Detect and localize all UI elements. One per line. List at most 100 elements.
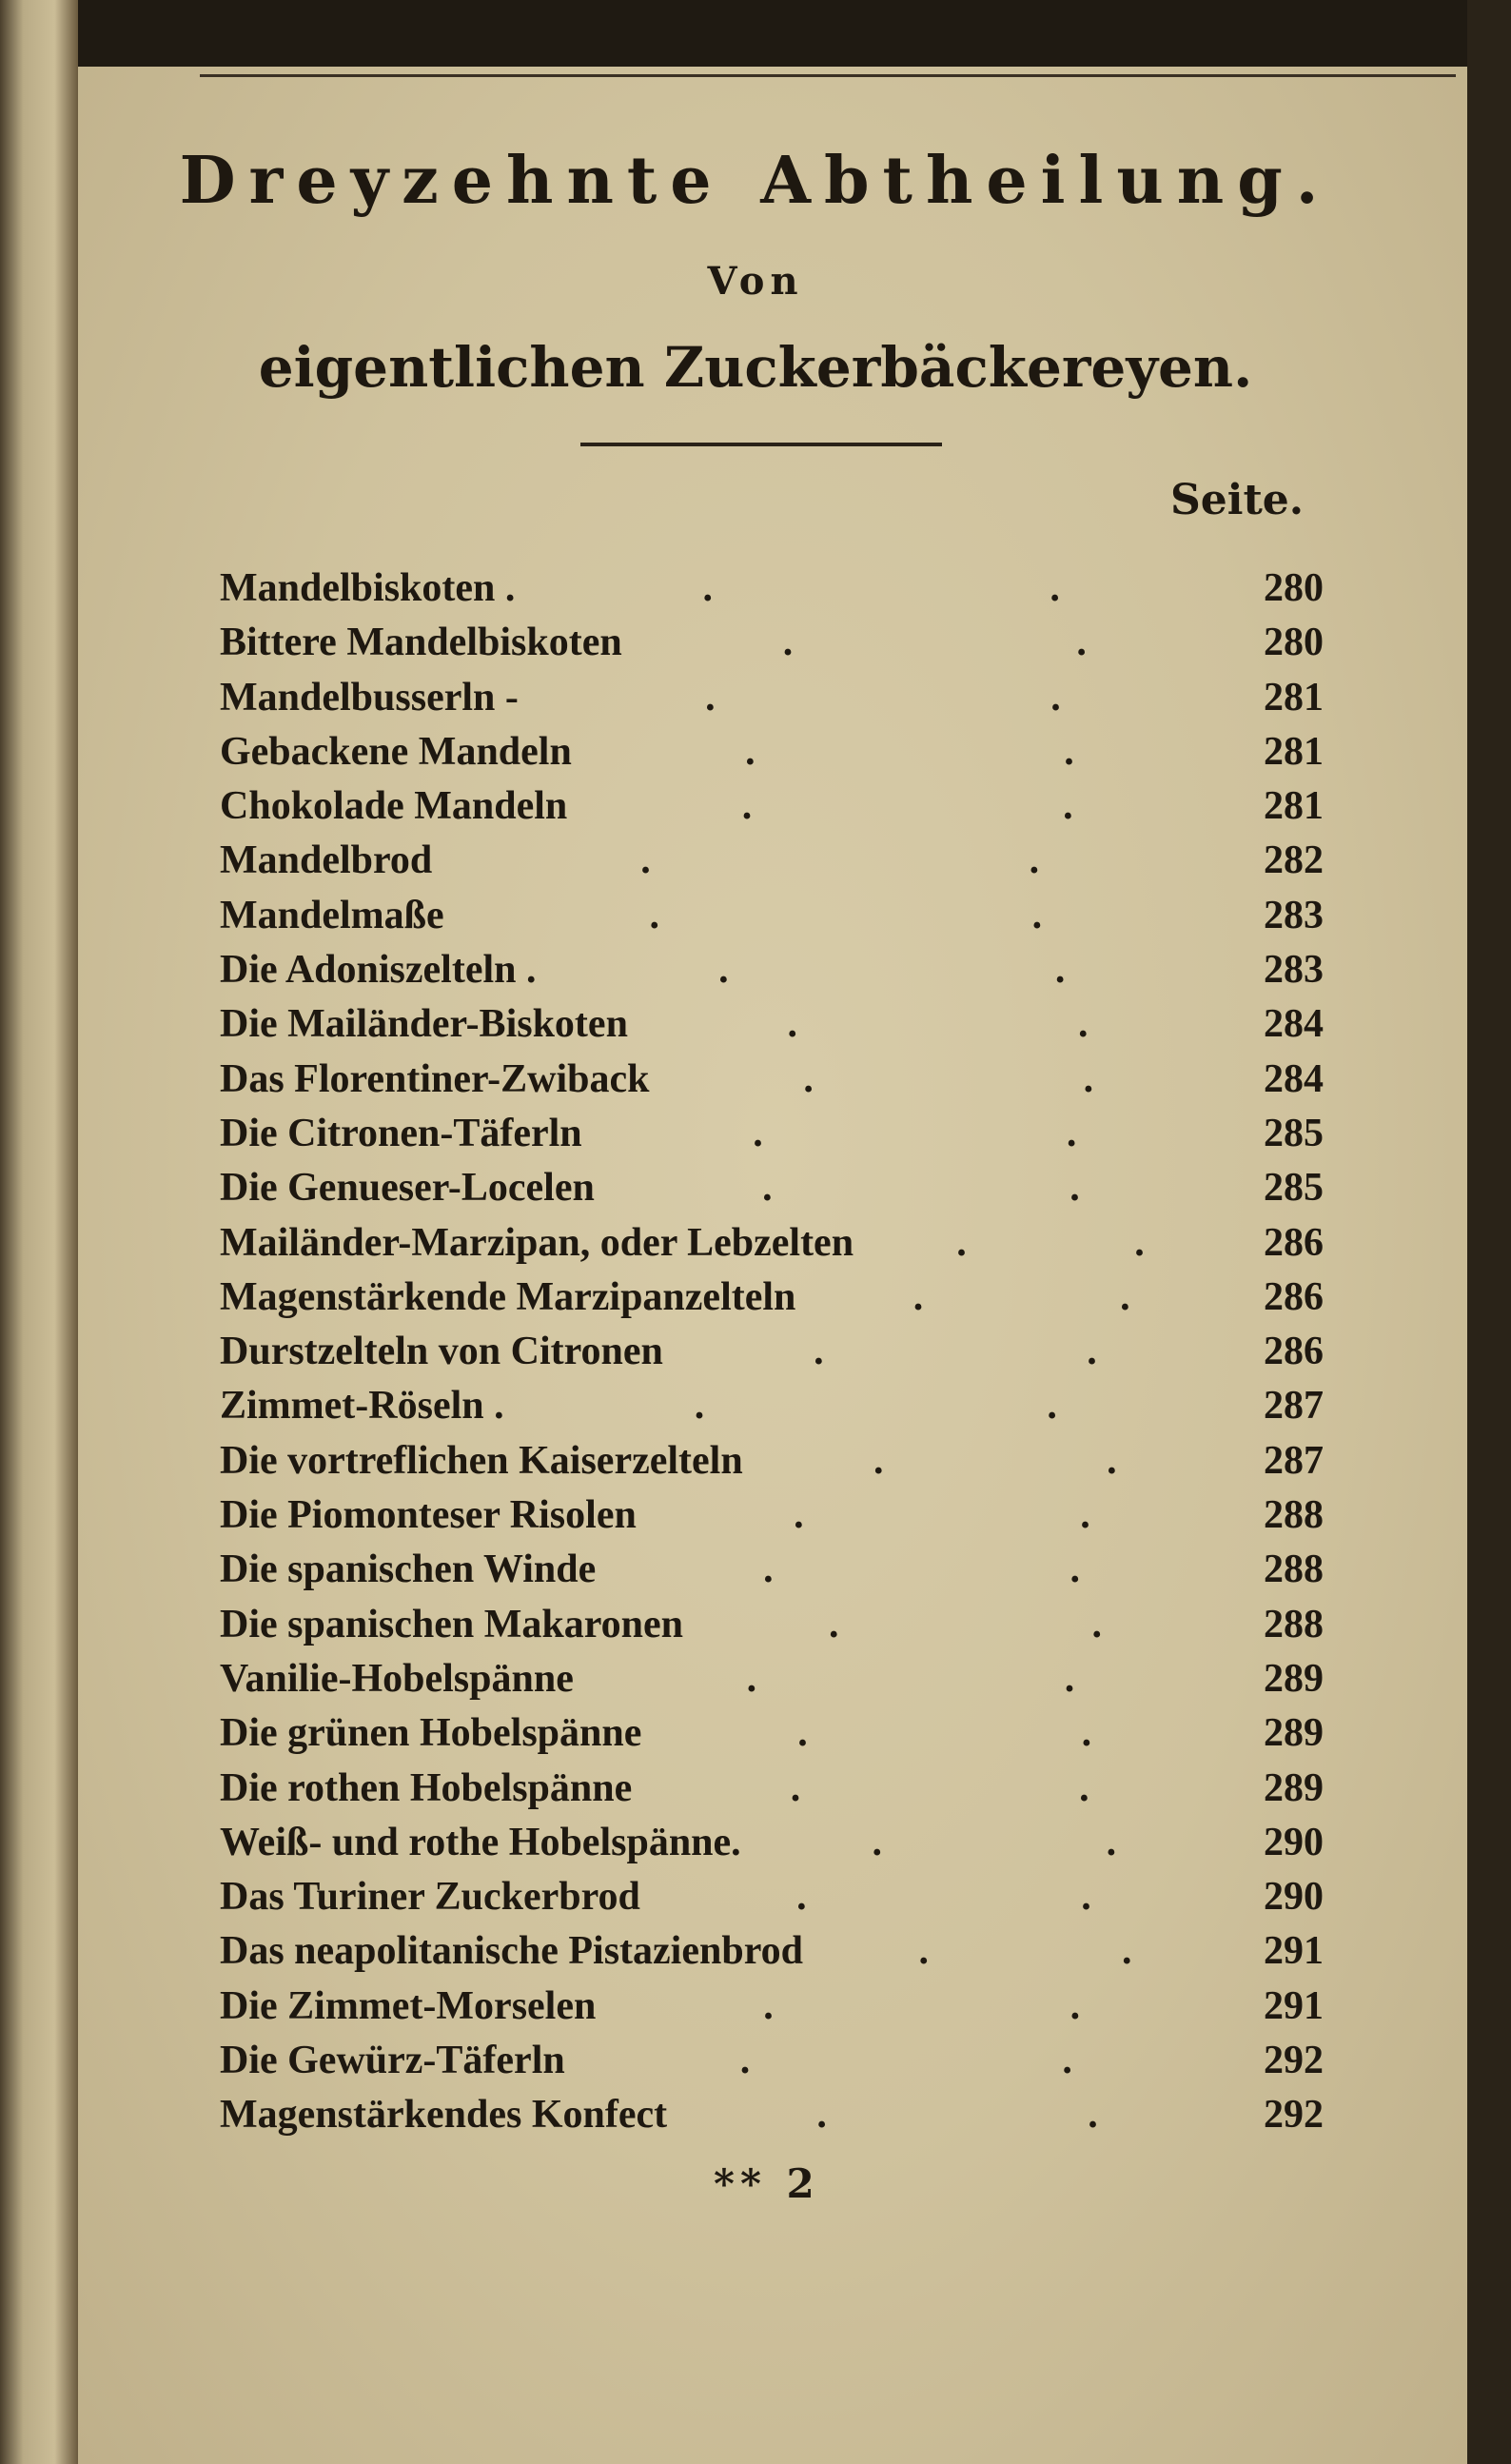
leader-dot: . <box>1106 1820 1117 1864</box>
leader-dot: . <box>745 729 756 774</box>
leader-dots: .. <box>596 1980 1228 2034</box>
leader-dot: . <box>1077 1002 1089 1047</box>
entry-page-number: 291 <box>1264 1929 1324 1974</box>
book-top-edge <box>78 0 1511 69</box>
leader-dot: . <box>1121 1929 1132 1974</box>
leader-dots: .. <box>667 2088 1228 2142</box>
entry-page-number: 285 <box>1264 1166 1324 1211</box>
entry-page-number: 281 <box>1264 675 1324 719</box>
leader-dot: . <box>782 621 794 665</box>
leader-dots: .. <box>515 562 1228 616</box>
leader-dot: . <box>1088 2093 1098 2138</box>
leader-dot: . <box>1066 1111 1077 1155</box>
toc-entry: Die Mailänder-Biskoten.. 284 <box>220 997 1324 1052</box>
leader-dot: . <box>1031 893 1043 937</box>
entry-page-number: 284 <box>1264 1002 1324 1047</box>
entry-title: Mailänder-Marzipan, oder Lebzelten <box>220 1220 854 1265</box>
entry-title: Mandelbrod <box>220 838 433 883</box>
entry-page-number: 286 <box>1264 1274 1324 1319</box>
leader-dot: . <box>640 838 651 883</box>
leader-dot: . <box>790 1765 801 1810</box>
toc-entry: Magenstärkende Marzipanzelteln.. 286 <box>220 1271 1324 1325</box>
entry-title: Die grünen Hobelspänne <box>220 1711 642 1756</box>
leader-dots: .. <box>663 1325 1228 1379</box>
leader-dots: .. <box>640 1870 1228 1924</box>
entry-title: Magenstärkende Marzipanzelteln <box>220 1274 796 1319</box>
leader-dots: .. <box>683 1598 1228 1652</box>
leader-dot: . <box>1081 1875 1091 1920</box>
entry-title: Die Gewürz-Täferln <box>220 2039 565 2083</box>
leader-dots: .. <box>641 1706 1228 1761</box>
leader-dot: . <box>718 948 729 993</box>
leader-dots: .. <box>637 1488 1228 1543</box>
entry-page-number: 289 <box>1264 1765 1324 1810</box>
leader-dot: . <box>705 675 716 719</box>
leader-dot: . <box>797 1711 808 1756</box>
toc-entry: Mailänder-Marzipan, oder Lebzelten.. 286 <box>220 1216 1324 1271</box>
top-border-rule <box>200 74 1456 77</box>
entry-page-number: 286 <box>1264 1330 1324 1374</box>
entry-title: Mandelbiskoten . <box>220 566 516 610</box>
entry-page-number: 288 <box>1264 1493 1324 1538</box>
entry-page-number: 285 <box>1264 1111 1324 1155</box>
entry-title: Zimmet-Röseln . <box>220 1384 504 1429</box>
entry-page-number: 283 <box>1264 948 1324 993</box>
toc-entry: Zimmet-Röseln ... 287 <box>220 1379 1324 1433</box>
leader-dot: . <box>918 1929 929 1974</box>
toc-entry: Mandelmaße.. 283 <box>220 889 1324 943</box>
leader-dots: .. <box>741 1816 1228 1870</box>
leader-dot: . <box>1062 2039 1072 2083</box>
section-subtitle: eigentlichen Zuckerbäckereyen. <box>258 335 1253 400</box>
entry-title: Bittere Mandelbiskoten <box>220 621 622 665</box>
toc-entry: Das Florentiner-Zwiback.. 284 <box>220 1053 1324 1107</box>
toc-entry: Chokolade Mandeln.. 281 <box>220 779 1324 834</box>
entry-title: Durstzelteln von Citronen <box>220 1330 663 1374</box>
leader-dots: .. <box>632 1762 1228 1816</box>
leader-dot: . <box>739 2039 751 2083</box>
toc-entry: Weiß- und rothe Hobelspänne... 290 <box>220 1816 1324 1870</box>
toc-entry: Durstzelteln von Citronen.. 286 <box>220 1325 1324 1379</box>
toc-entry: Mandelbusserln -.. 281 <box>220 671 1324 725</box>
entry-page-number: 290 <box>1264 1820 1324 1864</box>
leader-dot: . <box>1050 566 1060 610</box>
leader-dot: . <box>956 1220 967 1265</box>
leader-dot: . <box>1064 729 1074 774</box>
entry-title: Die rothen Hobelspänne <box>220 1765 633 1810</box>
leader-dot: . <box>1120 1274 1130 1319</box>
leader-dot: . <box>753 1111 763 1155</box>
leader-dot: . <box>1081 1711 1092 1756</box>
leader-dots: .. <box>854 1216 1228 1271</box>
leader-dot: . <box>1079 1765 1089 1810</box>
section-title: Dreyzehnte Abtheilung. <box>179 143 1332 219</box>
leader-dot: . <box>763 1547 774 1592</box>
leader-dot: . <box>746 1656 757 1701</box>
leader-dot: . <box>1050 675 1061 719</box>
toc-entry: Die rothen Hobelspänne.. 289 <box>220 1762 1324 1816</box>
entry-title: Gebackene Mandeln <box>220 729 572 774</box>
table-of-contents: Mandelbiskoten ... 280 Bittere Mandelbisko… <box>220 562 1324 2143</box>
entry-title: Die Piomonteser Risolen <box>220 1493 637 1538</box>
toc-entry: Bittere Mandelbiskoten.. 280 <box>220 616 1324 670</box>
leader-dot: . <box>1054 948 1066 993</box>
leader-dot: . <box>1080 1493 1090 1538</box>
entry-page-number: 292 <box>1264 2093 1324 2138</box>
toc-entry: Mandelbiskoten ... 280 <box>220 562 1324 616</box>
leader-dot: . <box>794 1493 804 1538</box>
leader-dots: .. <box>622 616 1228 670</box>
leader-dots: .. <box>596 1543 1228 1597</box>
entry-title: Die Zimmet-Morselen <box>220 1983 597 2028</box>
leader-dot: . <box>741 784 753 829</box>
leader-dot: . <box>649 893 659 937</box>
entry-title: Die spanischen Makaronen <box>220 1602 683 1646</box>
toc-entry: Die Adoniszelteln ... 283 <box>220 943 1324 997</box>
entry-page-number: 287 <box>1264 1384 1324 1429</box>
leader-dots: .. <box>504 1379 1228 1433</box>
leader-dot: . <box>1063 784 1073 829</box>
leader-dots: .. <box>582 1107 1228 1161</box>
entry-title: Mandelmaße <box>220 893 444 937</box>
leader-dots: .. <box>432 834 1228 888</box>
leader-dots: .. <box>444 889 1228 943</box>
toc-entry: Die spanischen Makaronen.. 288 <box>220 1598 1324 1652</box>
leader-dots: .. <box>537 943 1229 997</box>
leader-dot: . <box>912 1274 924 1319</box>
